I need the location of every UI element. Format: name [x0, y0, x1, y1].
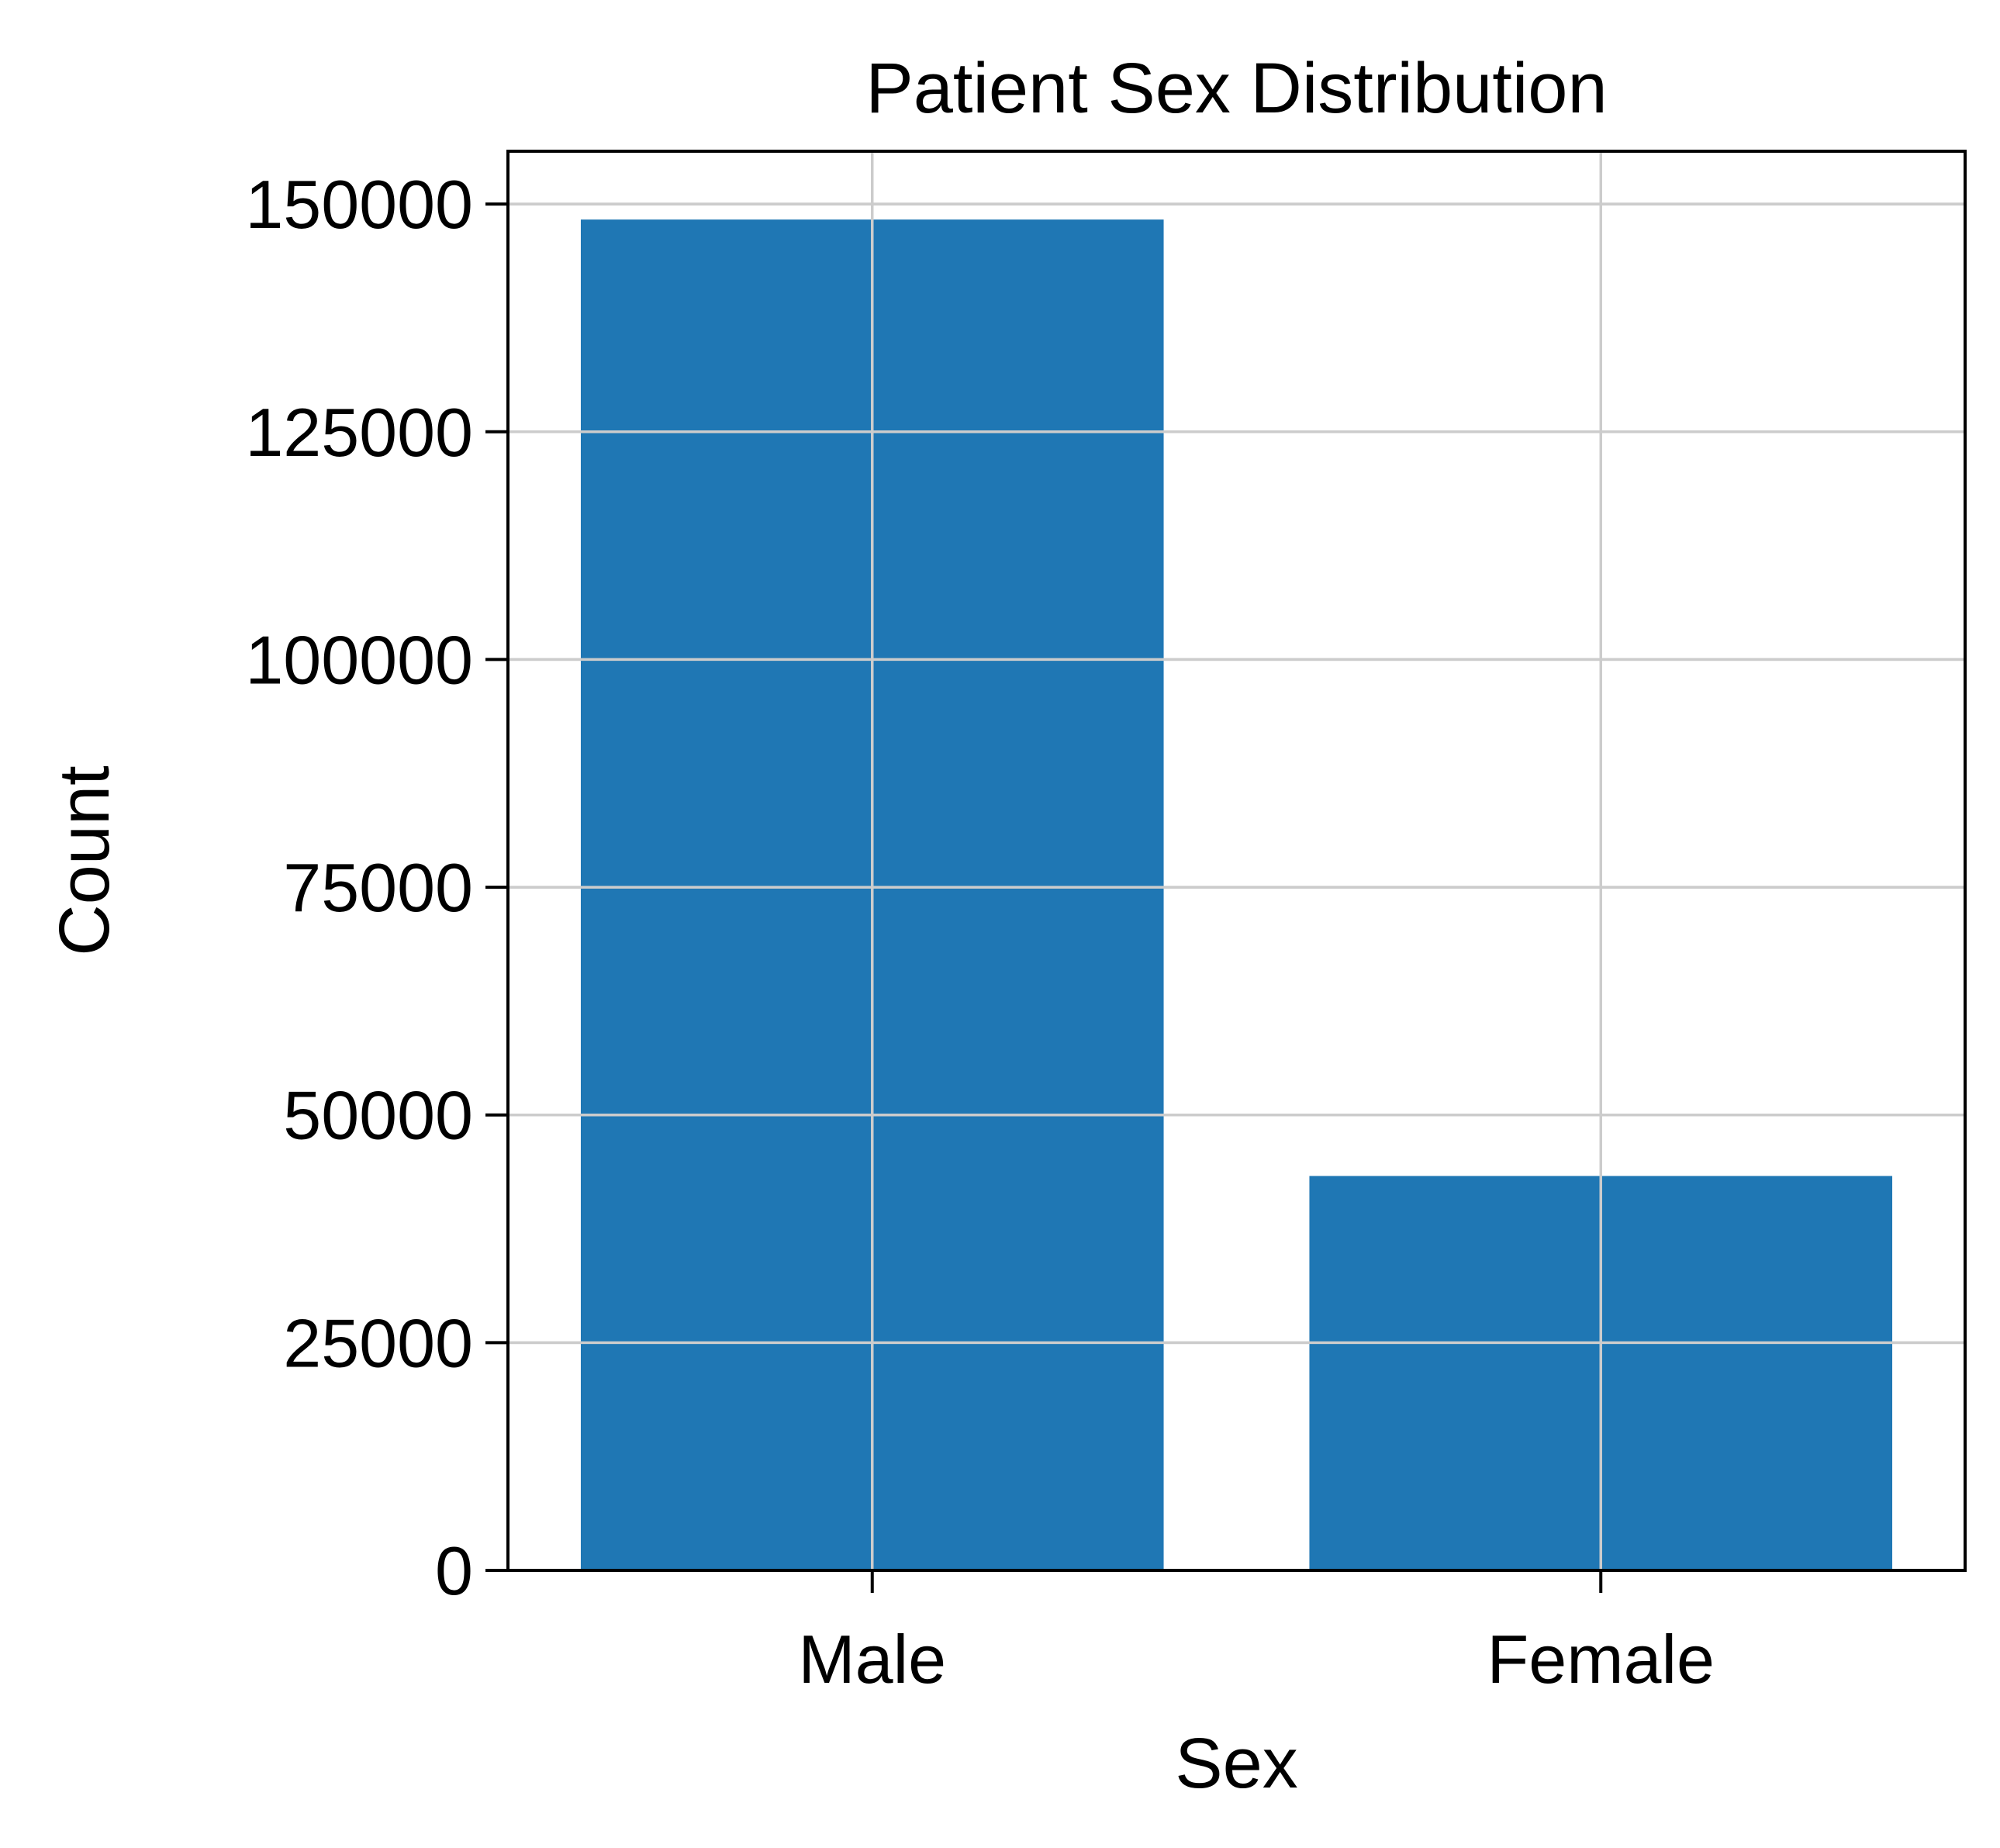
chart-title: Patient Sex Distribution: [865, 49, 1607, 128]
y-tick-label-25000: 25000: [283, 1304, 473, 1381]
y-tick-label-125000: 125000: [245, 394, 473, 471]
plot-area-frame: [506, 150, 1967, 1572]
y-tick-label-50000: 50000: [283, 1077, 473, 1154]
y-axis-label: Count: [45, 765, 124, 956]
y-tick-label-100000: 100000: [245, 621, 473, 698]
y-tick-label-150000: 150000: [245, 166, 473, 243]
x-axis-ticks: Male Female: [798, 1570, 1715, 1698]
y-tick-label-75000: 75000: [283, 849, 473, 926]
y-axis-ticks: 0 25000 50000 75000 100000 125000 150000: [245, 166, 508, 1609]
x-axis-label: Sex: [1175, 1724, 1298, 1803]
x-tick-label-male: Male: [798, 1621, 946, 1698]
y-tick-label-0: 0: [435, 1532, 473, 1609]
x-tick-label-female: Female: [1487, 1621, 1715, 1698]
